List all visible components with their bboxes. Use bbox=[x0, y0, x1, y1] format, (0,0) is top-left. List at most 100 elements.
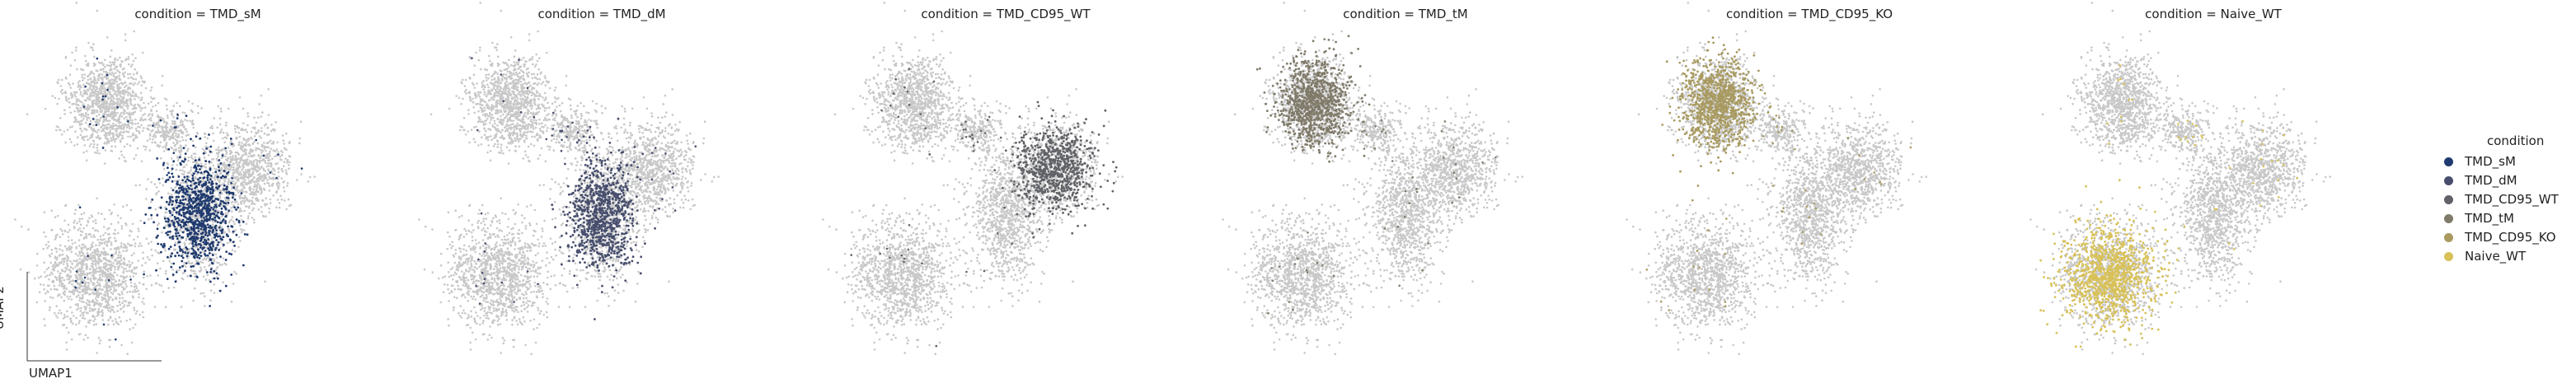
background-point bbox=[230, 180, 233, 183]
background-point bbox=[159, 135, 162, 138]
background-point bbox=[144, 86, 148, 90]
background-point bbox=[268, 211, 271, 214]
background-point bbox=[213, 258, 216, 261]
background-point bbox=[101, 73, 104, 76]
background-point bbox=[220, 166, 223, 170]
background-point bbox=[115, 280, 117, 283]
background-point bbox=[92, 271, 96, 274]
background-point bbox=[226, 241, 229, 245]
background-point bbox=[83, 292, 87, 295]
background-point bbox=[96, 260, 99, 263]
background-point bbox=[101, 78, 104, 81]
background-point bbox=[107, 309, 110, 312]
background-point bbox=[125, 115, 128, 119]
background-point bbox=[110, 82, 112, 85]
background-point bbox=[164, 126, 167, 129]
background-point bbox=[244, 181, 246, 185]
highlight-point bbox=[180, 214, 183, 217]
background-point bbox=[103, 86, 106, 90]
background-point bbox=[234, 151, 237, 154]
background-point bbox=[83, 144, 87, 147]
background-point bbox=[114, 268, 116, 271]
background-point bbox=[154, 208, 157, 211]
background-point bbox=[176, 101, 178, 105]
background-point bbox=[96, 290, 100, 292]
background-point bbox=[214, 253, 218, 256]
background-point bbox=[68, 246, 70, 250]
background-point bbox=[284, 157, 287, 160]
background-point bbox=[95, 292, 98, 296]
background-point bbox=[110, 274, 113, 278]
background-point bbox=[130, 103, 133, 106]
background-point bbox=[45, 292, 47, 295]
background-point bbox=[120, 99, 122, 102]
background-point bbox=[123, 93, 126, 96]
background-point bbox=[252, 194, 256, 196]
background-point bbox=[106, 289, 109, 292]
background-point bbox=[234, 155, 237, 157]
background-point bbox=[157, 252, 161, 255]
background-point bbox=[171, 207, 173, 210]
background-point bbox=[182, 181, 185, 185]
background-point bbox=[215, 256, 218, 259]
highlight-point bbox=[200, 219, 204, 222]
background-point bbox=[82, 301, 85, 304]
background-point bbox=[181, 120, 184, 123]
background-point bbox=[116, 268, 120, 271]
background-point bbox=[58, 261, 61, 264]
background-point bbox=[103, 127, 106, 129]
background-point bbox=[85, 159, 88, 161]
background-point bbox=[188, 242, 191, 245]
background-point bbox=[157, 190, 160, 193]
background-point bbox=[164, 273, 167, 275]
background-point bbox=[169, 130, 172, 133]
background-point bbox=[225, 152, 228, 156]
background-point bbox=[234, 130, 237, 133]
background-point bbox=[92, 72, 95, 75]
background-point bbox=[57, 311, 60, 315]
background-point bbox=[101, 239, 104, 241]
background-point bbox=[171, 269, 174, 271]
background-point bbox=[162, 177, 164, 180]
background-point bbox=[77, 333, 81, 336]
background-point bbox=[120, 141, 122, 143]
background-point bbox=[163, 215, 167, 218]
background-point bbox=[296, 179, 298, 181]
background-point bbox=[206, 137, 209, 140]
background-point bbox=[153, 125, 157, 129]
highlight-point bbox=[171, 199, 175, 203]
background-point bbox=[108, 115, 110, 118]
highlight-point bbox=[157, 234, 159, 237]
background-point bbox=[88, 125, 91, 129]
background-point bbox=[106, 282, 109, 284]
background-point bbox=[110, 99, 114, 102]
background-point bbox=[264, 280, 266, 283]
background-point bbox=[200, 269, 203, 271]
background-point bbox=[216, 126, 219, 129]
background-point bbox=[242, 175, 246, 177]
background-point bbox=[160, 284, 163, 287]
background-point bbox=[196, 133, 199, 135]
background-point bbox=[65, 268, 68, 271]
background-point bbox=[74, 208, 77, 212]
highlight-point bbox=[186, 175, 189, 178]
background-point bbox=[118, 82, 120, 86]
background-point bbox=[89, 77, 92, 80]
highlight-point bbox=[219, 255, 222, 258]
background-point bbox=[57, 270, 59, 273]
background-point bbox=[286, 185, 289, 187]
background-point bbox=[112, 232, 115, 235]
background-points bbox=[14, 2, 317, 356]
background-point bbox=[154, 104, 157, 107]
background-point bbox=[194, 245, 197, 249]
background-point bbox=[247, 139, 250, 142]
background-point bbox=[62, 324, 64, 327]
background-point bbox=[185, 130, 188, 133]
highlight-point bbox=[185, 188, 188, 190]
background-point bbox=[70, 94, 73, 96]
background-point bbox=[255, 121, 258, 124]
background-point bbox=[237, 165, 241, 168]
background-point bbox=[107, 319, 110, 321]
background-point bbox=[81, 266, 84, 269]
background-point bbox=[218, 180, 221, 184]
